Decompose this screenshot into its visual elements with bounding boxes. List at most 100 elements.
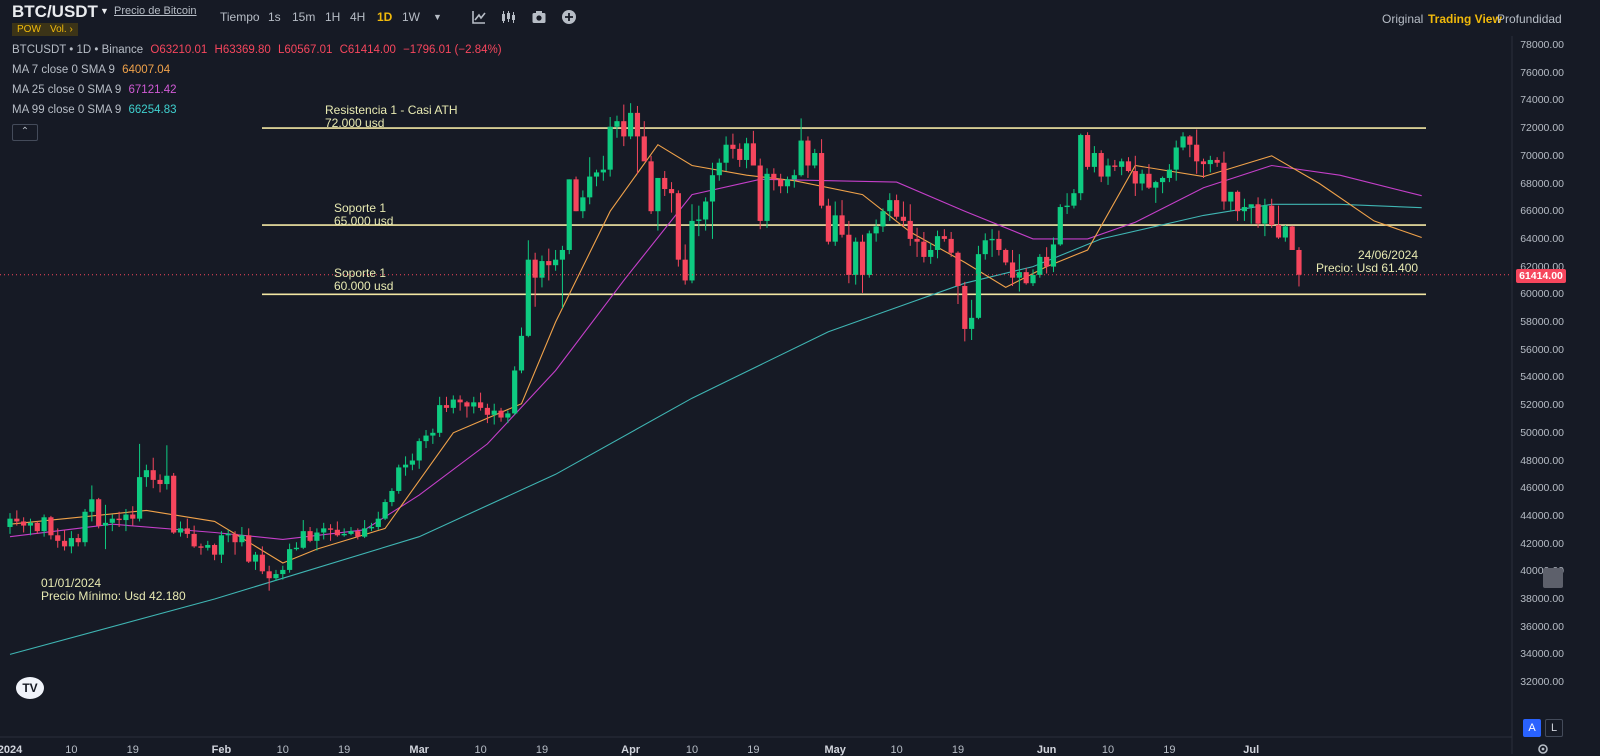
vol-badge[interactable]: Vol. › — [45, 23, 78, 36]
candle-up — [341, 533, 347, 536]
candle-up — [491, 410, 497, 415]
log-scale-button[interactable]: L — [1545, 719, 1563, 737]
candle-up — [1119, 161, 1125, 167]
candle-up — [853, 241, 859, 275]
candle-up — [41, 517, 47, 532]
time-tick-label: 10 — [685, 744, 699, 756]
time-tick-label: 19 — [126, 744, 139, 756]
legend-collapse-button[interactable]: ⌃ — [12, 124, 38, 141]
time-tick-label: 10 — [890, 744, 903, 756]
candle-up — [866, 233, 872, 275]
symbol-dropdown-icon[interactable]: ▼ — [100, 6, 109, 16]
candle-up — [1105, 165, 1111, 177]
resistance-price: 72.000 usd — [325, 116, 385, 130]
timeframe-4h[interactable]: 4H — [350, 10, 366, 24]
candle-down — [266, 571, 272, 579]
camera-icon[interactable] — [531, 9, 547, 25]
support-60k-title: Soporte 1 — [334, 266, 387, 280]
candle-up — [164, 475, 170, 485]
timeframe-1h[interactable]: 1H — [325, 10, 341, 24]
candle-up — [471, 402, 477, 407]
auto-scale-button[interactable]: A — [1523, 719, 1541, 737]
time-tick-label: Feb — [211, 744, 232, 756]
price-scale-handle[interactable] — [1543, 568, 1563, 588]
candle-up — [1057, 207, 1063, 245]
candle-down — [641, 136, 647, 162]
candle-up — [423, 435, 429, 442]
candle-up — [1030, 274, 1036, 284]
candle-up — [600, 169, 606, 173]
candle-up — [205, 544, 211, 548]
price-tick-label: 66000.00 — [1520, 205, 1564, 218]
candle-up — [1139, 173, 1145, 184]
candle-down — [355, 531, 361, 537]
view-depth[interactable]: Profundidad — [1497, 12, 1562, 26]
candle-up — [1091, 153, 1097, 167]
timeframe-label: Tiempo — [220, 10, 260, 24]
candle-up — [382, 502, 388, 519]
candle-up — [1064, 205, 1070, 208]
symbol-title[interactable]: BTC/USDT — [12, 2, 98, 21]
current-price-tag: 61414.00 — [1516, 269, 1566, 283]
timeframe-15m[interactable]: 15m — [292, 10, 316, 24]
candle-down — [21, 521, 27, 526]
candle-up — [518, 335, 525, 371]
ma25-line — [9, 164, 1422, 540]
end-date: 24/06/2024 — [1357, 248, 1418, 262]
candle-down — [1194, 144, 1200, 162]
candle-up — [27, 522, 34, 526]
price-tick-label: 44000.00 — [1520, 509, 1564, 522]
candle-down — [1084, 135, 1091, 167]
support-65k-annotation: Soporte 1 65.000 usd — [334, 202, 393, 228]
candle-up — [7, 518, 13, 527]
settings-gear-icon[interactable] — [1536, 743, 1550, 754]
candle-up — [89, 499, 95, 512]
candle-down — [825, 205, 831, 242]
candle-up — [430, 432, 436, 436]
candle-down — [1125, 161, 1132, 172]
timeframe-1d[interactable]: 1D — [377, 10, 393, 24]
candle-down — [737, 148, 743, 160]
candle-down — [1132, 171, 1138, 184]
timeframe-1w[interactable]: 1W — [402, 10, 420, 24]
legend-high: H63369.80 — [214, 44, 271, 56]
candle-down — [55, 535, 61, 541]
candle-up — [1037, 256, 1043, 275]
candle-down — [750, 143, 756, 166]
candle-down — [498, 410, 504, 418]
price-tick-label: 78000.00 — [1520, 39, 1564, 51]
indicators-icon[interactable] — [471, 9, 487, 25]
candle-down — [1200, 161, 1207, 165]
view-original[interactable]: Original — [1382, 12, 1424, 26]
ma7-line — [9, 143, 1422, 564]
candle-type-icon[interactable] — [500, 9, 516, 25]
price-tick-label: 74000.00 — [1520, 94, 1564, 107]
time-tick-label: Jul — [1243, 744, 1260, 756]
candle-up — [362, 528, 368, 537]
candle-up — [989, 238, 995, 241]
price-tick-label: 36000.00 — [1520, 620, 1564, 633]
price-tick-label: 32000.00 — [1520, 676, 1564, 689]
candle-up — [812, 153, 818, 166]
candle-up — [416, 441, 422, 461]
ma99-path — [9, 203, 1422, 655]
tradingview-logo-icon[interactable]: TV — [16, 677, 44, 699]
candle-down — [996, 238, 1002, 250]
view-trading-view[interactable]: Trading View — [1428, 12, 1502, 26]
legend-change: −1796.01 (−2.84%) — [403, 44, 502, 56]
timeframe-1s[interactable]: 1s — [268, 10, 281, 24]
time-tick-label: 19 — [747, 744, 760, 756]
candle-up — [716, 162, 722, 176]
candle-up — [743, 143, 750, 160]
more-timeframes-icon[interactable]: ▼ — [433, 12, 442, 22]
candle-up — [873, 226, 879, 234]
time-tick-label: 19 — [338, 744, 351, 756]
candle-down — [116, 518, 122, 521]
candle-down — [1269, 205, 1275, 226]
candle-up — [1173, 147, 1179, 170]
price-page-link[interactable]: Precio de Bitcoin — [114, 5, 197, 17]
ma25-path — [9, 164, 1422, 540]
price-tick-label: 34000.00 — [1520, 648, 1564, 661]
add-icon[interactable] — [561, 9, 577, 25]
candle-up — [689, 220, 695, 281]
